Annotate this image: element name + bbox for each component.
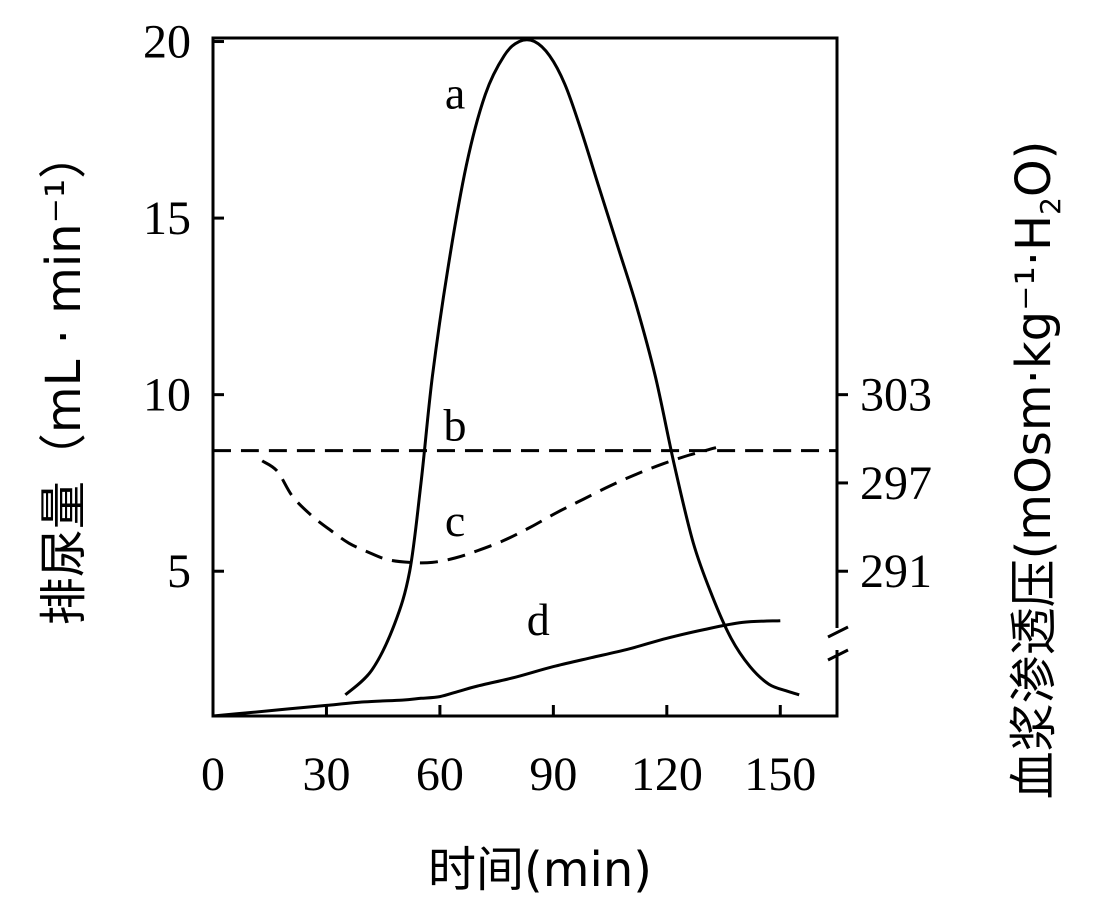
curve-label-a: a (445, 68, 465, 119)
x-axis-ticks: 0 30 60 90 120 150 (201, 705, 816, 801)
x-tick-label: 150 (744, 748, 816, 801)
right-y-axis-ticks: 291 297 303 (837, 369, 932, 598)
plot-frame (211, 36, 839, 718)
series-a-line (344, 38, 800, 697)
right-axis-break-mark-lower (827, 648, 849, 662)
x-tick-label: 30 (302, 748, 350, 801)
curve-label-d: d (527, 594, 550, 645)
left-y-tick-label: 10 (143, 369, 191, 422)
series-c-line (261, 446, 717, 565)
x-tick-label: 90 (529, 748, 577, 801)
curve-label-b: b (444, 400, 467, 451)
left-y-tick-label: 20 (143, 16, 191, 69)
left-y-axis-ticks: 5 10 15 20 (143, 16, 224, 598)
right-y-tick-label: 303 (860, 369, 932, 422)
series-d-line (212, 619, 781, 718)
x-tick-label: 0 (201, 748, 225, 801)
x-axis-title: 时间(min) (428, 842, 652, 898)
left-y-tick-label: 5 (167, 545, 191, 598)
x-tick-label: 120 (631, 748, 703, 801)
right-y-tick-label: 297 (860, 457, 932, 510)
left-y-tick-label: 15 (143, 192, 191, 245)
right-y-axis-title-prefix: 血浆渗透压(mOsm·kg⁻¹·H (1006, 215, 1062, 800)
left-y-axis-title: 排尿量（mL · min⁻¹） (36, 131, 92, 625)
right-y-axis-title-subscript: 2 (1034, 197, 1067, 215)
right-y-axis-title: 血浆渗透压(mOsm·kg⁻¹·H2O) (1006, 141, 1067, 800)
right-axis-break-mark-upper (827, 625, 849, 639)
right-y-axis-title-suffix: O) (1006, 141, 1062, 198)
right-y-tick-label: 291 (860, 545, 932, 598)
curve-labels: a bc d (444, 68, 550, 645)
x-tick-label: 60 (416, 748, 464, 801)
curve-label-c: c (445, 495, 465, 546)
series-layer (212, 38, 837, 718)
